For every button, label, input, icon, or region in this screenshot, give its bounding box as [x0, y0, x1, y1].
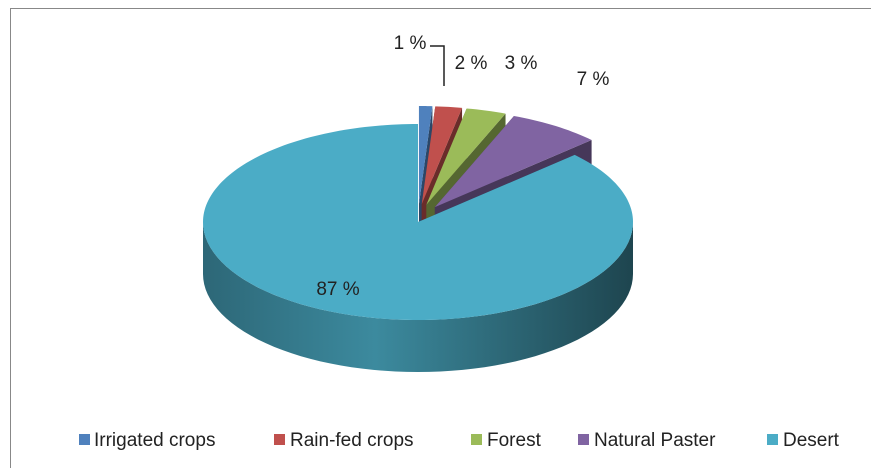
slice-side	[203, 222, 633, 372]
slice	[203, 124, 633, 320]
data-label: 1 %	[394, 33, 427, 54]
legend-label: Natural Paster	[594, 430, 716, 451]
legend-label: Irrigated crops	[94, 430, 215, 451]
slice	[418, 106, 433, 205]
leader-line	[430, 45, 445, 86]
slice	[434, 115, 592, 208]
legend: Irrigated crops Rain-fed crops Forest Natur…	[79, 430, 840, 451]
legend-swatch	[578, 434, 589, 445]
slice	[426, 108, 506, 205]
data-label: 2 %	[455, 53, 488, 74]
legend-swatch	[471, 434, 482, 445]
data-labels: 1 % 2 % 3 % 7 % 87 %	[316, 33, 609, 300]
legend-swatch	[274, 434, 285, 445]
data-label: 3 %	[505, 53, 538, 74]
pie-tops	[203, 106, 633, 320]
legend-label: Rain-fed crops	[290, 430, 414, 451]
data-label: 87 %	[316, 279, 359, 300]
legend-label: Forest	[487, 430, 542, 451]
legend-swatch	[767, 434, 778, 445]
data-label: 7 %	[577, 69, 610, 90]
legend-label: Desert	[783, 430, 840, 451]
slice	[421, 106, 463, 205]
legend-swatch	[79, 434, 90, 445]
